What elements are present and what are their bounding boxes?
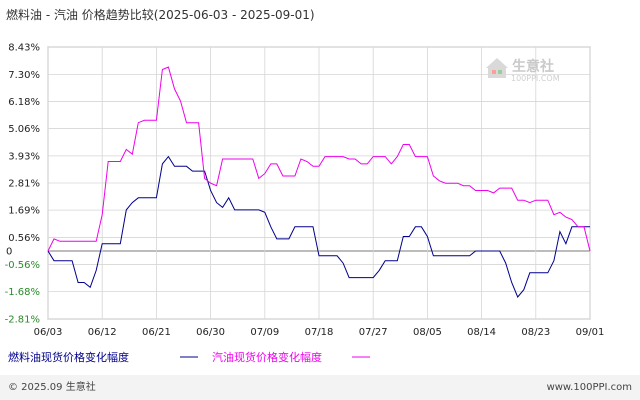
y-tick-label: 6.18% [8,97,40,108]
y-tick-label: 1.69% [8,206,40,217]
x-tick-label: 06/03 [34,327,63,338]
y-tick-label: 2.81% [8,179,40,190]
y-tick-label: 5.06% [8,124,40,135]
y-axis-ticks: 8.43% 7.30% 6.18% 5.06% 3.93% 2.81% 1.69% 0.56%… [5,43,40,326]
footer-copyright: © 2025.09 生意社 [8,380,96,393]
y-tick-label: 8.43% [8,43,40,54]
x-tick-label: 08/23 [521,327,550,338]
logo-name: 生意社 [512,58,554,75]
y-tick-label: 0.56% [8,233,40,244]
footer-url[interactable]: www.100PPI.com [547,382,632,393]
logo-sub: 100PPI.COM [511,74,560,83]
y-tick-label: -1.68% [5,287,40,298]
legend-label-fuel-oil: 燃料油现货价格变化幅度 [8,350,129,364]
y-tick-label: 3.93% [8,151,40,162]
x-tick-label: 06/12 [88,327,117,338]
x-tick-label: 07/27 [359,327,388,338]
x-tick-label: 08/14 [467,327,496,338]
watermark-logo: 生意社 100PPI.COM [486,58,560,83]
y-tick-label: -2.81% [5,315,40,326]
x-tick-label: 06/30 [196,327,225,338]
y-tick-label: 0 [6,247,12,258]
x-axis-ticks: 06/03 06/12 06/21 06/30 07/09 07/18 07/27 08/05… [34,327,605,338]
footer-bar [0,375,640,400]
x-tick-label: 09/01 [576,327,605,338]
y-tick-label: 7.30% [8,70,40,81]
x-tick-label: 07/18 [305,327,334,338]
x-tick-label: 07/09 [250,327,279,338]
y-tick-label: -0.56% [5,260,40,271]
house-icon [486,58,508,78]
series-line-gasoline [47,66,591,252]
series-lines [47,66,591,298]
x-tick-label: 08/05 [413,327,442,338]
legend-label-gasoline: 汽油现货价格变化幅度 [212,350,322,364]
grid-lines [47,46,591,320]
legend: 燃料油现货价格变化幅度 汽油现货价格变化幅度 [8,350,370,364]
chart-title: 燃料油 - 汽油 价格趋势比较(2025-06-03 - 2025-09-01) [6,7,315,22]
series-line-fuel-oil [47,155,590,298]
x-tick-label: 06/21 [142,327,171,338]
